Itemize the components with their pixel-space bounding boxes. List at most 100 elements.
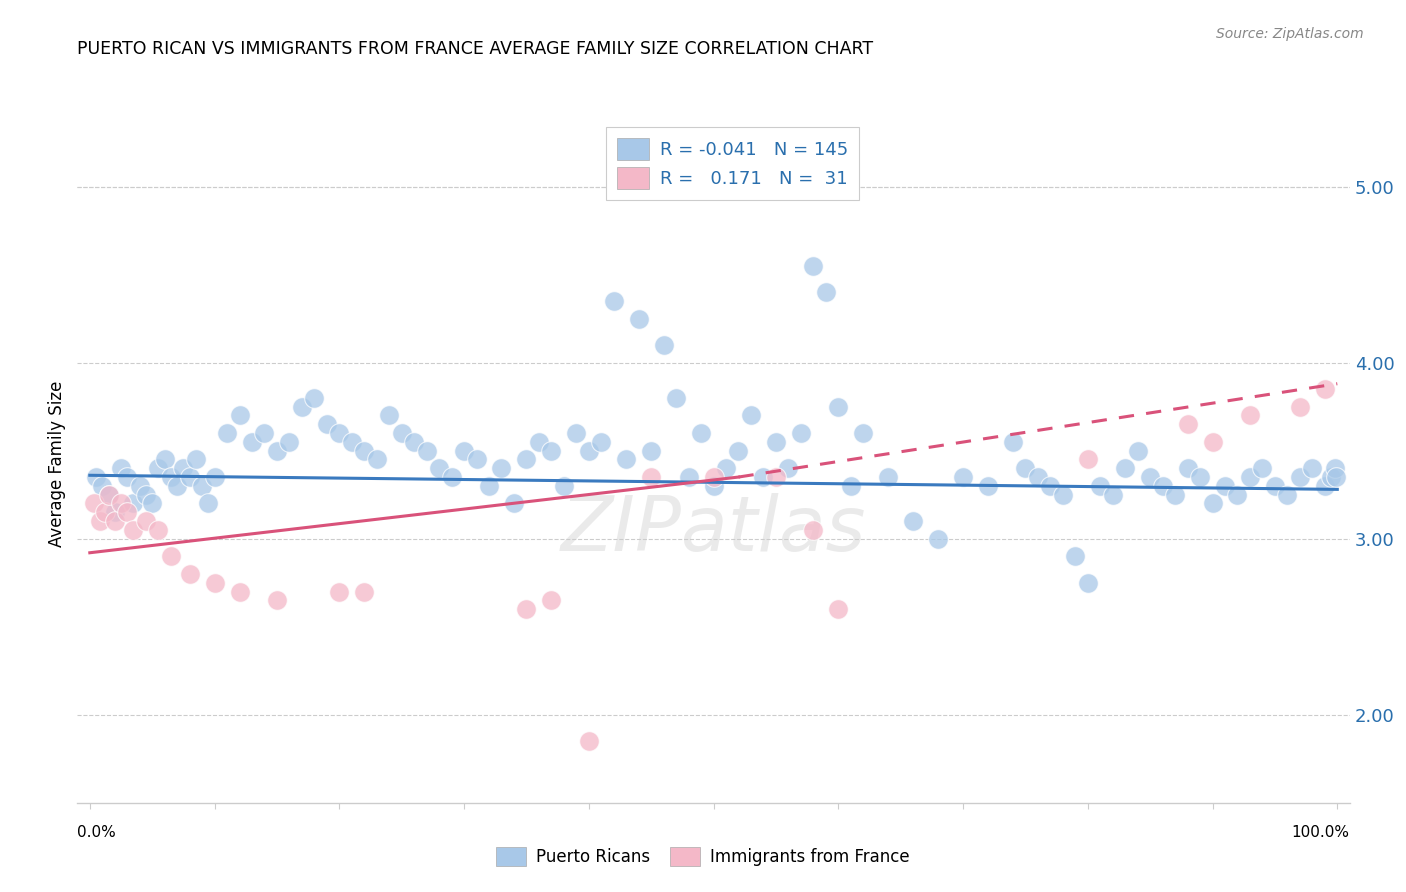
Point [801,523,824,537]
Point [1139,470,1161,484]
Point [191,479,214,493]
Point [627,311,650,326]
Point [1177,461,1199,475]
Legend: Puerto Ricans, Immigrants from France: Puerto Ricans, Immigrants from France [488,838,918,875]
Point [278,434,301,449]
Point [353,443,375,458]
Point [453,443,475,458]
Point [153,452,176,467]
Point [877,470,900,484]
Point [115,470,138,484]
Point [404,434,426,449]
Point [89,514,111,528]
Point [328,425,350,440]
Point [1277,488,1299,502]
Point [652,338,675,352]
Point [97,488,120,502]
Point [1090,479,1112,493]
Point [1064,549,1087,564]
Point [578,443,600,458]
Point [614,452,637,467]
Point [110,496,132,510]
Point [378,409,401,423]
Point [591,434,613,449]
Point [1289,400,1312,414]
Point [1264,479,1286,493]
Text: Source: ZipAtlas.com: Source: ZipAtlas.com [1216,27,1364,41]
Point [1077,452,1099,467]
Point [204,470,226,484]
Point [1301,461,1323,475]
Point [266,443,288,458]
Point [827,602,849,616]
Point [83,496,105,510]
Point [104,514,127,528]
Point [1239,409,1261,423]
Point [1251,461,1274,475]
Point [752,470,775,484]
Point [1201,434,1223,449]
Point [179,566,201,581]
Point [148,523,170,537]
Point [1026,470,1049,484]
Point [1313,382,1336,396]
Point [440,470,463,484]
Point [266,593,288,607]
Point [179,470,201,484]
Point [253,425,276,440]
Point [1052,488,1074,502]
Point [790,425,813,440]
Point [1164,488,1187,502]
Point [678,470,700,484]
Point [135,488,157,502]
Point [204,575,226,590]
Point [122,523,145,537]
Point [1320,470,1343,484]
Point [110,461,132,475]
Point [740,409,762,423]
Point [304,391,326,405]
Point [240,434,263,449]
Point [104,505,127,519]
Point [1323,461,1346,475]
Point [1101,488,1123,502]
Point [291,400,314,414]
Point [135,514,157,528]
Point [1077,575,1099,590]
Point [141,496,163,510]
Point [640,443,662,458]
Point [1201,496,1223,510]
Point [1152,479,1174,493]
Point [172,461,194,475]
Point [122,496,145,510]
Text: PUERTO RICAN VS IMMIGRANTS FROM FRANCE AVERAGE FAMILY SIZE CORRELATION CHART: PUERTO RICAN VS IMMIGRANTS FROM FRANCE A… [77,40,873,58]
Point [952,470,974,484]
Point [503,496,526,510]
Point [565,425,588,440]
Point [1313,479,1336,493]
Point [778,461,800,475]
Point [1239,470,1261,484]
Point [765,470,787,484]
Point [160,470,183,484]
Point [228,409,250,423]
Point [553,479,575,493]
Point [765,434,787,449]
Point [491,461,513,475]
Point [340,434,363,449]
Point [328,584,350,599]
Point [1226,488,1249,502]
Point [540,443,562,458]
Point [166,479,188,493]
Point [148,461,170,475]
Point [1039,479,1062,493]
Point [128,479,150,493]
Text: 0.0%: 0.0% [77,825,117,840]
Point [515,452,537,467]
Point [1189,470,1212,484]
Point [1213,479,1236,493]
Point [1324,470,1347,484]
Point [801,259,824,273]
Point [852,425,875,440]
Point [427,461,450,475]
